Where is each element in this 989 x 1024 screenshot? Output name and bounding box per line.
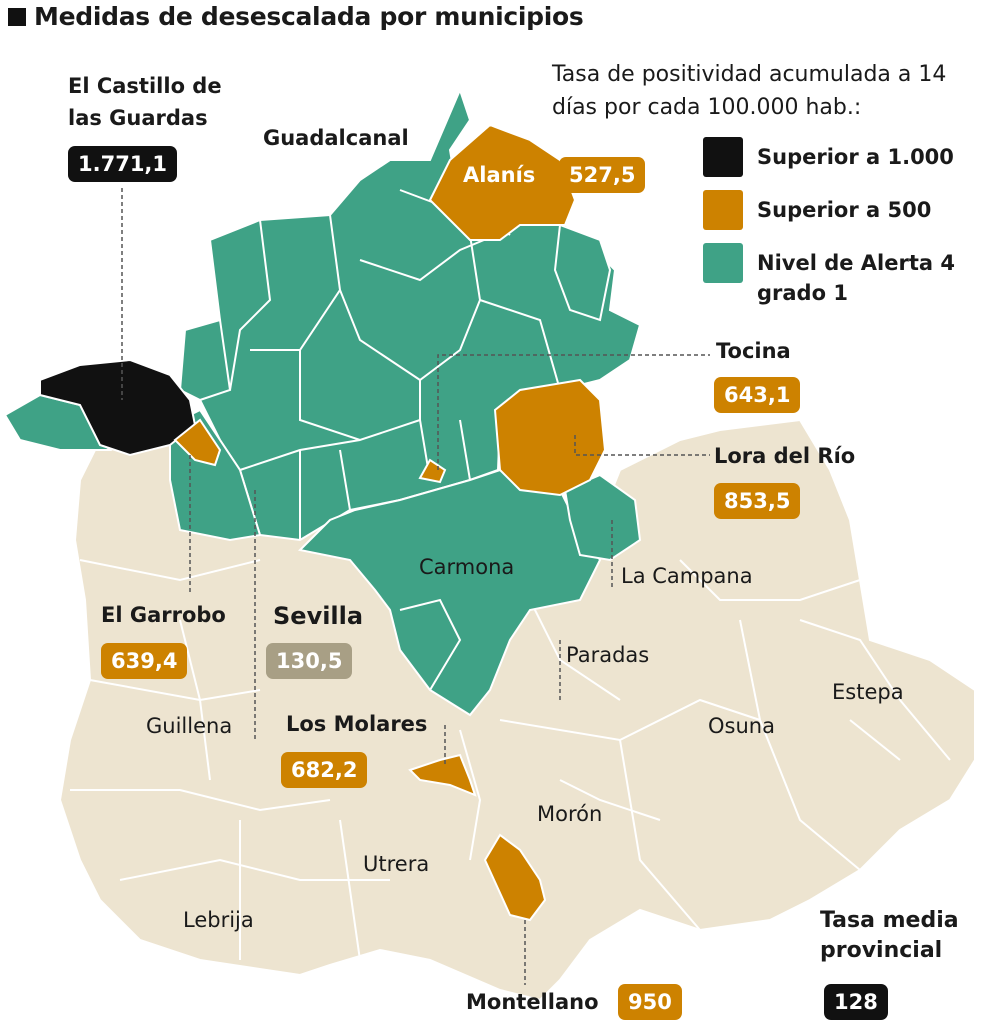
castillo-name: El Castillo de las Guardas [68, 74, 222, 130]
osuna-label: Osuna [708, 714, 775, 738]
montellano-value: 950 [618, 984, 682, 1020]
guadalcanal-label: Guadalcanal [263, 126, 409, 150]
title-text: Medidas de desescalada por municipios [34, 2, 584, 31]
alert4-region [3, 87, 642, 717]
guillena-label: Guillena [146, 714, 233, 738]
legend-swatch-black [703, 137, 743, 177]
legend-title: Tasa de positividad acumulada a 14 días … [552, 62, 947, 120]
legend-item-above-1000: Superior a 1.000 [703, 137, 954, 177]
lora-name: Lora del Río [714, 444, 856, 468]
la-campana-label: La Campana [621, 564, 753, 588]
alanis-value: 527,5 [559, 157, 646, 193]
molares-area [408, 753, 477, 797]
legend-label: Nivel de Alerta 4 grado 1 [757, 251, 955, 305]
montellano-area [483, 833, 547, 922]
moron-label: Morón [537, 802, 603, 826]
legend-label: Superior a 500 [757, 198, 932, 222]
sevilla-value: 130,5 [266, 643, 353, 679]
legend-label: Superior a 1.000 [757, 145, 954, 169]
garrobo-area [173, 418, 222, 467]
legend-swatch-orange [703, 190, 743, 230]
alert4-west-strip [178, 318, 232, 402]
legend-swatch-green [703, 243, 743, 283]
alanis-name: Alanís [463, 163, 536, 187]
legend-item-above-500: Superior a 500 [703, 190, 931, 230]
alanis-area [428, 123, 577, 241]
molares-value: 682,2 [281, 752, 368, 788]
alert4-right-strip [553, 223, 612, 322]
leader-lines [121, 188, 710, 985]
tocina-area [418, 458, 447, 484]
lora-area [493, 378, 607, 497]
garrobo-value: 639,4 [101, 643, 188, 679]
estepa-label: Estepa [832, 680, 904, 704]
title-square-icon [8, 7, 26, 26]
garrobo-name: El Garrobo [101, 603, 226, 627]
municipal-borders [70, 559, 951, 961]
molares-name: Los Molares [286, 712, 428, 736]
tocina-name: Tocina [716, 339, 791, 363]
paradas-label: Paradas [566, 643, 650, 667]
province-base-area [58, 418, 976, 1002]
page-title: Medidas de desescalada por municipios [8, 2, 584, 31]
lebrija-label: Lebrija [183, 908, 254, 932]
provincial-label: Tasa media provincial [820, 908, 959, 963]
above-500-areas [173, 123, 607, 922]
provincial-value: 128 [824, 984, 888, 1020]
castillo-value: 1.771,1 [68, 146, 178, 182]
tocina-value: 643,1 [714, 377, 801, 413]
alert4-la-campana [563, 473, 642, 562]
legend-item-alert4: Nivel de Alerta 4 grado 1 [703, 243, 977, 308]
utrera-label: Utrera [363, 852, 430, 876]
lora-value: 853,5 [714, 483, 801, 519]
sevilla-name: Sevilla [273, 602, 364, 630]
montellano-name: Montellano [466, 990, 599, 1014]
carmona-label: Carmona [419, 555, 515, 579]
